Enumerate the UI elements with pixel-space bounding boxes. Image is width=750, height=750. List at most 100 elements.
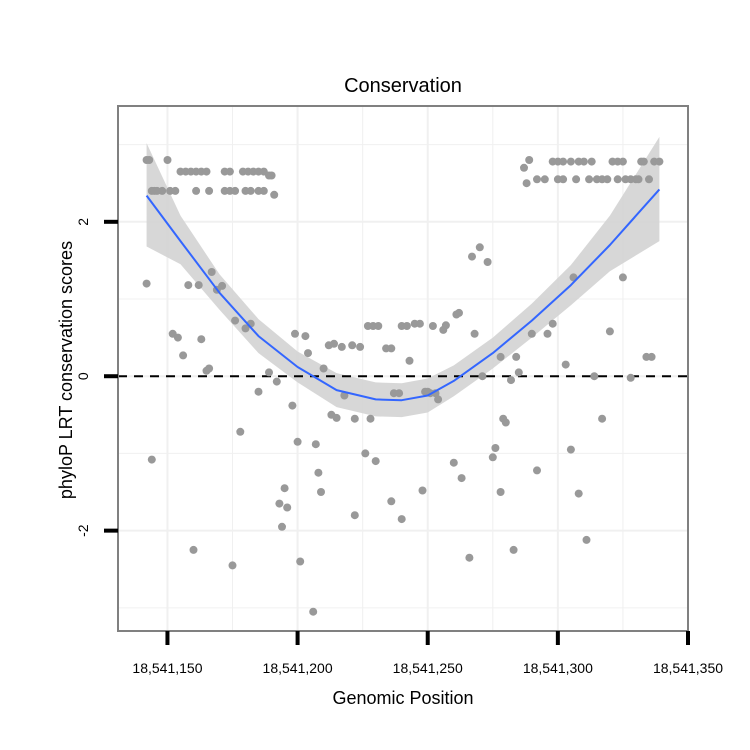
data-point <box>197 335 206 344</box>
data-point <box>618 273 627 282</box>
data-point <box>314 468 323 477</box>
data-point <box>613 175 622 184</box>
x-tick-label: 18,541,250 <box>393 660 463 676</box>
data-point <box>533 466 541 475</box>
data-point <box>491 444 500 452</box>
data-point <box>202 167 211 176</box>
x-axis: 18,541,150 18,541,200 18,541,250 18,541,300… <box>132 631 723 676</box>
data-point <box>145 156 154 164</box>
data-point <box>626 373 635 382</box>
data-point <box>449 458 458 467</box>
data-point <box>548 319 557 328</box>
data-point <box>317 488 325 496</box>
data-point <box>405 356 414 365</box>
y-tick-label: -2 <box>75 524 91 537</box>
data-point <box>173 333 182 342</box>
data-point <box>236 427 245 436</box>
data-point <box>559 175 568 184</box>
data-point <box>340 391 349 400</box>
data-point <box>655 157 664 166</box>
data-point <box>598 414 607 423</box>
data-point <box>566 445 575 454</box>
data-point <box>267 171 276 180</box>
y-axis: -2 0 2 <box>75 218 118 537</box>
data-point <box>572 175 581 184</box>
points-layer <box>142 156 664 616</box>
panel-border <box>117 105 689 632</box>
x-tick-label: 18,541,350 <box>653 660 723 676</box>
confidence-band-layer <box>146 136 660 418</box>
data-point <box>207 268 216 276</box>
data-point <box>231 186 240 195</box>
data-point <box>520 163 528 172</box>
data-point <box>291 329 299 338</box>
data-point <box>293 437 302 446</box>
data-point <box>634 175 643 184</box>
data-point <box>603 175 612 184</box>
data-point <box>488 453 497 462</box>
data-point <box>509 545 518 554</box>
data-point <box>225 167 234 176</box>
loess-fit-line <box>145 188 661 402</box>
data-point <box>179 351 188 360</box>
data-point <box>543 329 552 338</box>
data-point <box>265 368 273 377</box>
data-point <box>478 372 487 381</box>
data-point <box>428 322 437 330</box>
data-point <box>605 327 614 336</box>
data-point <box>441 321 450 330</box>
data-point <box>402 322 411 330</box>
data-point <box>241 324 250 333</box>
data-point <box>337 342 346 351</box>
y-tick-label: 0 <box>75 372 91 380</box>
data-point <box>582 535 591 544</box>
data-point <box>158 186 167 195</box>
data-point <box>283 503 292 512</box>
data-point <box>319 364 328 373</box>
y-axis-label: phyloP LRT conservation scores <box>56 241 76 499</box>
data-point <box>559 157 568 166</box>
x-tick-label: 18,541,300 <box>523 660 593 676</box>
data-point <box>561 360 570 369</box>
data-point <box>171 186 180 195</box>
data-point <box>387 497 396 506</box>
data-point <box>512 352 521 361</box>
data-point <box>205 364 214 373</box>
data-point <box>647 352 656 361</box>
data-point <box>142 279 151 288</box>
data-point <box>645 175 653 184</box>
data-point <box>361 449 370 458</box>
confidence-band <box>146 136 660 418</box>
data-point <box>296 557 305 566</box>
data-point <box>194 281 203 290</box>
data-point <box>163 156 172 164</box>
data-point <box>275 499 284 508</box>
data-point <box>618 157 627 166</box>
data-point <box>228 561 237 570</box>
data-point <box>387 344 396 353</box>
data-point <box>533 175 541 184</box>
data-point <box>496 352 505 361</box>
data-point <box>189 545 198 554</box>
data-point <box>507 376 515 385</box>
data-point <box>397 515 406 524</box>
data-point <box>587 157 596 166</box>
data-point <box>418 486 427 495</box>
data-point <box>332 413 341 422</box>
data-point <box>304 349 312 358</box>
data-point <box>218 281 227 290</box>
data-point <box>192 186 201 195</box>
data-point <box>579 157 588 166</box>
data-point <box>540 175 549 184</box>
data-point <box>272 377 281 386</box>
data-point <box>348 341 357 350</box>
data-point <box>590 372 599 381</box>
data-point <box>280 484 289 493</box>
data-point <box>270 190 279 199</box>
data-point <box>311 440 320 449</box>
data-point <box>309 607 318 616</box>
data-point <box>254 387 263 396</box>
data-point <box>147 455 156 464</box>
fit-line-layer <box>145 188 661 402</box>
